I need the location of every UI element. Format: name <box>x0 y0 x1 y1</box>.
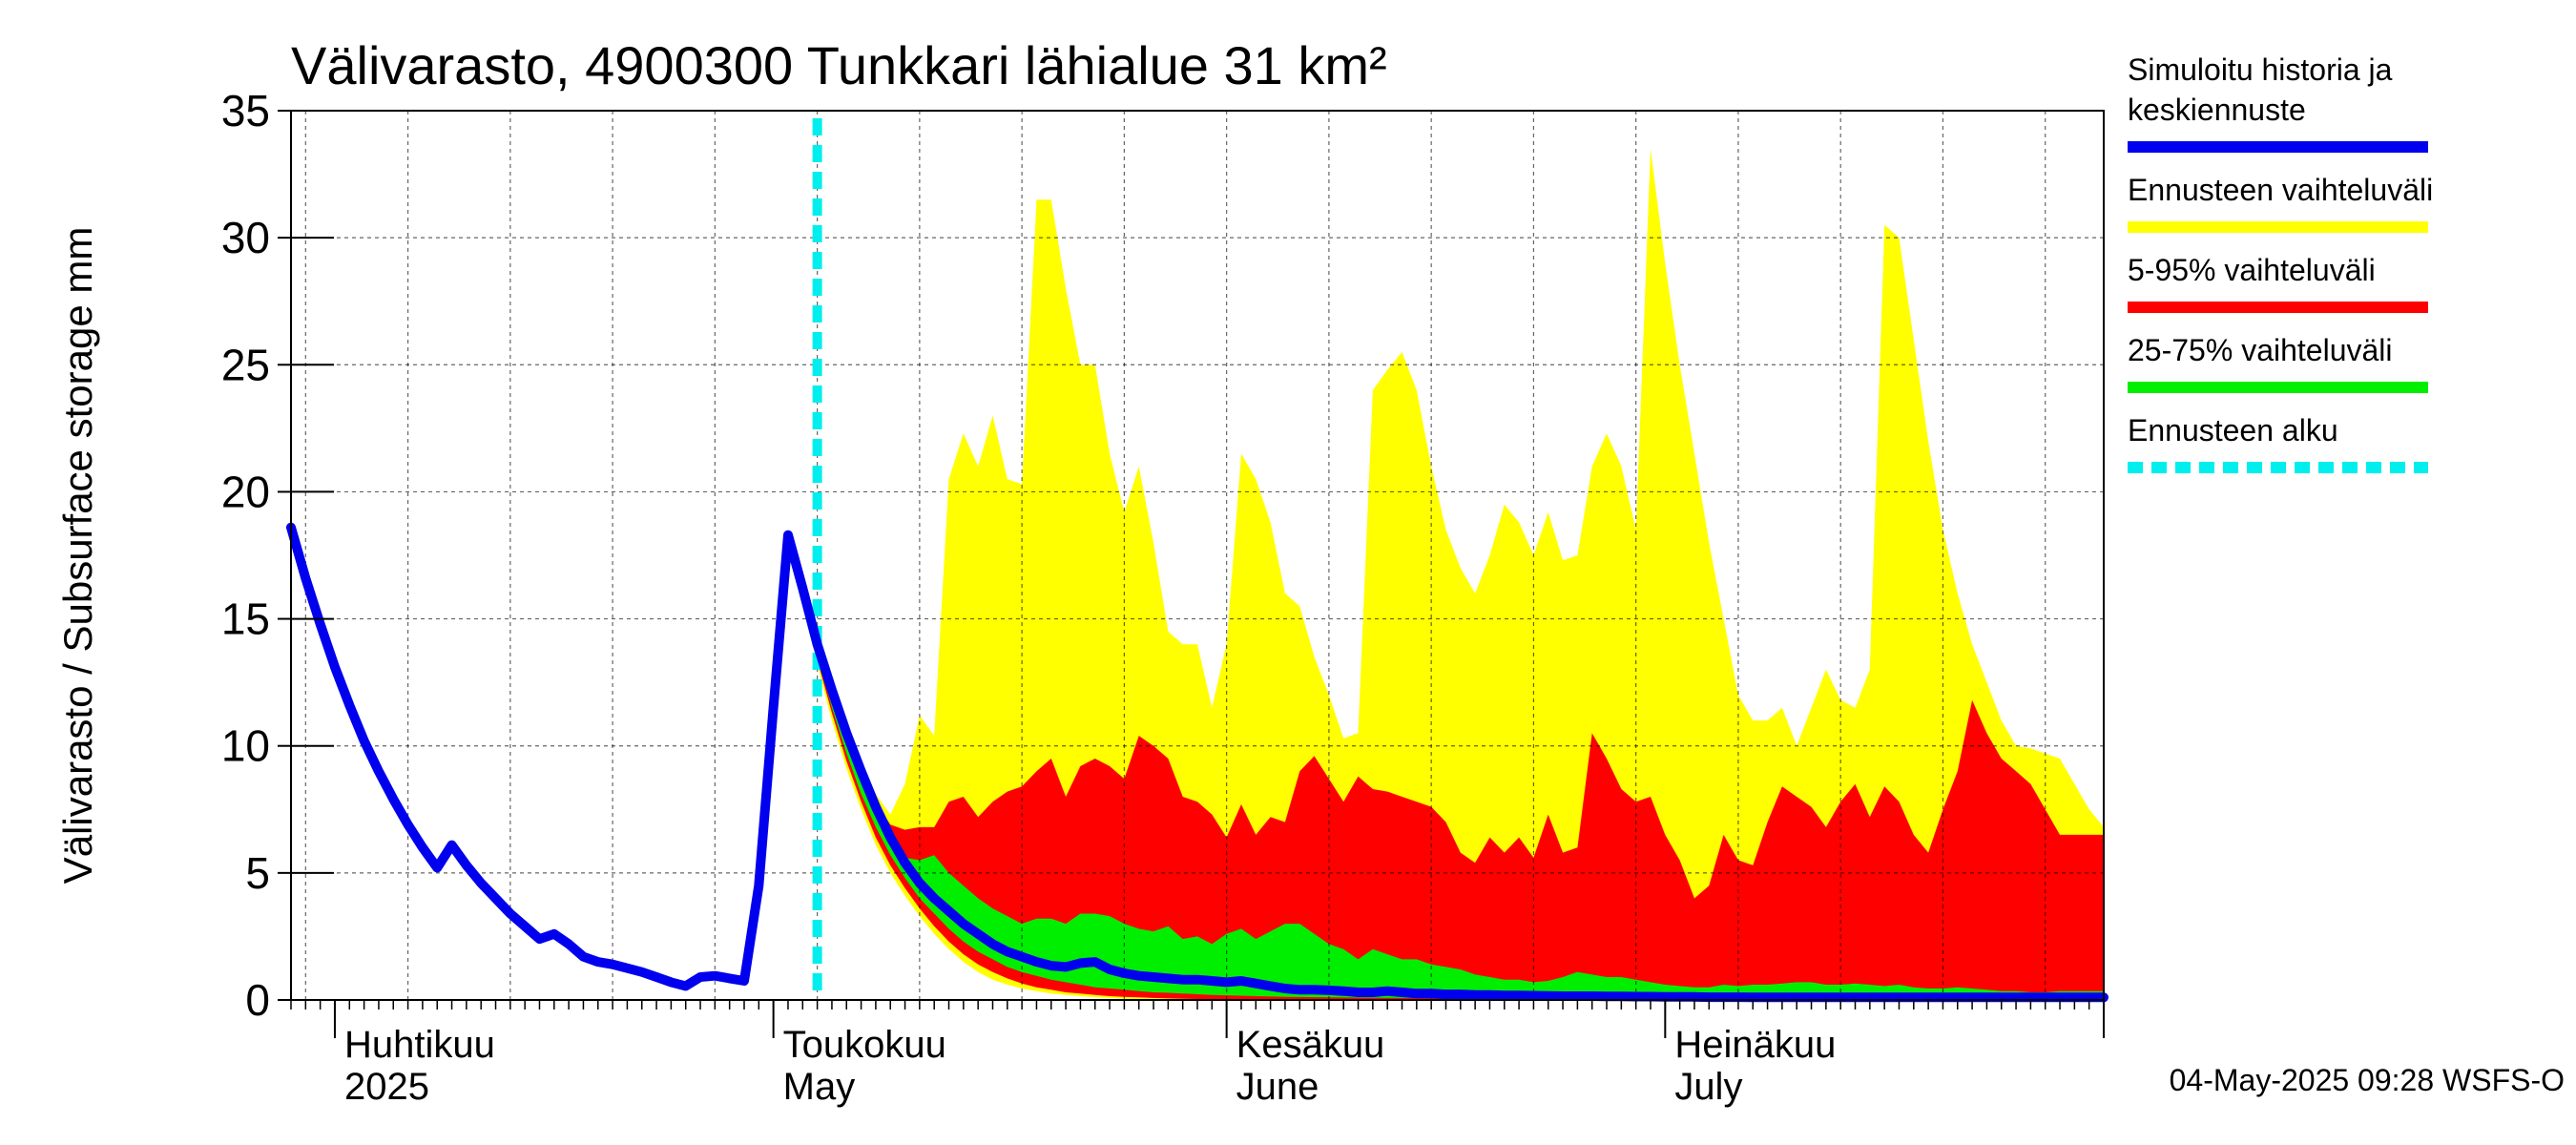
y-tick-label-4: 20 <box>221 467 270 516</box>
x-year-label-0: 2025 <box>344 1066 429 1108</box>
band-area-2 <box>788 536 2104 1000</box>
legend-label-0-line1: keskiennuste <box>2128 93 2306 127</box>
y-tick-label-0: 0 <box>245 975 270 1025</box>
x-month-label-3: Heinäkuu <box>1674 1024 1836 1066</box>
y-tick-label-7: 35 <box>221 86 270 135</box>
x-month-label-1: Toukokuu <box>783 1024 946 1066</box>
legend-label-3: 25-75% vaihteluväli <box>2128 333 2393 367</box>
y-tick-label-1: 5 <box>245 848 270 898</box>
y-tick-label-3: 15 <box>221 594 270 644</box>
legend-label-4: Ennusteen alku <box>2128 413 2338 448</box>
series-lines <box>286 522 2109 1003</box>
legend-label-0-line0: Simuloitu historia ja <box>2128 52 2393 87</box>
x-year-label-3: July <box>1674 1066 1742 1108</box>
y-tick-label-2: 10 <box>221 721 270 771</box>
x-month-label-2: Kesäkuu <box>1236 1024 1385 1066</box>
x-year-label-1: May <box>783 1066 856 1108</box>
timestamp-label: 04-May-2025 09:28 WSFS-O <box>2170 1063 2565 1097</box>
legend-label-1: Ennusteen vaihteluväli <box>2128 173 2433 207</box>
y-tick-label-6: 30 <box>221 213 270 262</box>
series-line-0 <box>286 522 2109 1003</box>
grid-lines <box>291 111 2104 1000</box>
y-axis: 0 5 10 15 20 25 30 35 <box>221 86 334 1025</box>
y-axis-label: Välivarasto / Subsurface storage mm <box>55 227 100 885</box>
forecast-bands <box>788 148 2104 1000</box>
x-year-label-2: June <box>1236 1066 1319 1108</box>
y-tick-label-5: 25 <box>221 340 270 389</box>
legend-label-2: 5-95% vaihteluväli <box>2128 253 2376 287</box>
x-month-label-0: Huhtikuu <box>344 1024 495 1066</box>
legend: Simuloitu historia ja keskiennuste Ennuste… <box>2128 52 2433 473</box>
chart-title: Välivarasto, 4900300 Tunkkari lähialue 3… <box>291 35 1387 95</box>
